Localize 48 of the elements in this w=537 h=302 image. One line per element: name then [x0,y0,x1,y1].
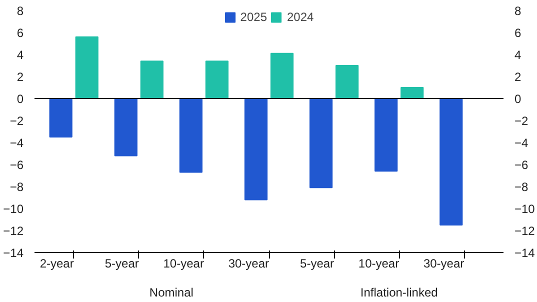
y2-tick-label: 2 [514,70,522,84]
y2-tick-label: −8 [514,180,529,194]
y2-tick-label: −6 [514,158,529,172]
bar [400,87,424,99]
x-tick-label: 30-year [228,256,270,270]
y-tick-label: −8 [10,180,24,194]
y2-tick-label: 8 [514,4,522,18]
bar [179,98,202,173]
x-tick-label: 5-year [300,256,334,270]
y2-tick-label: −12 [514,224,536,238]
legend-label: 2024 [287,10,314,24]
x-tick-label: 10-year [358,256,400,270]
y-tick-label: −6 [10,158,24,172]
y-tick-label: 6 [16,26,24,40]
x-tick-label: 10-year [163,256,204,270]
text: Inflation-linked [360,286,438,300]
bar [374,98,398,172]
x-tick-label: 30-year [423,256,464,270]
bar [205,60,229,99]
bar [309,98,333,188]
x-tick-label: 2-year [40,256,74,270]
bar [75,36,98,99]
bar [114,98,138,156]
bar [440,98,463,226]
y-tick-label: −4 [10,136,24,150]
bar [336,65,359,99]
y2-tick-label: 6 [514,26,522,40]
legend-label: 2025 [240,10,267,24]
x-tick-label: 5-year [104,256,139,270]
text: Nominal [149,286,194,300]
y-tick-label: −12 [3,224,24,238]
y-tick-label: 0 [16,92,24,106]
y2-tick-label: −10 [514,202,536,216]
y2-tick-label: −2 [514,114,529,128]
y2-tick-label: 4 [514,48,522,62]
bar [49,98,72,138]
bar [270,52,294,99]
bar [244,98,268,200]
y2-tick-label: 0 [514,92,522,106]
y-tick-label: −14 [3,246,24,260]
y-tick-label: 8 [16,4,24,18]
y2-tick-label: −4 [514,136,529,150]
y-tick-label: −2 [10,114,24,128]
y-tick-label: 4 [16,48,24,62]
y-tick-label: 2 [16,70,24,84]
y2-tick-label: −14 [514,246,536,260]
bar [140,60,164,99]
y-tick-label: −10 [3,202,24,216]
